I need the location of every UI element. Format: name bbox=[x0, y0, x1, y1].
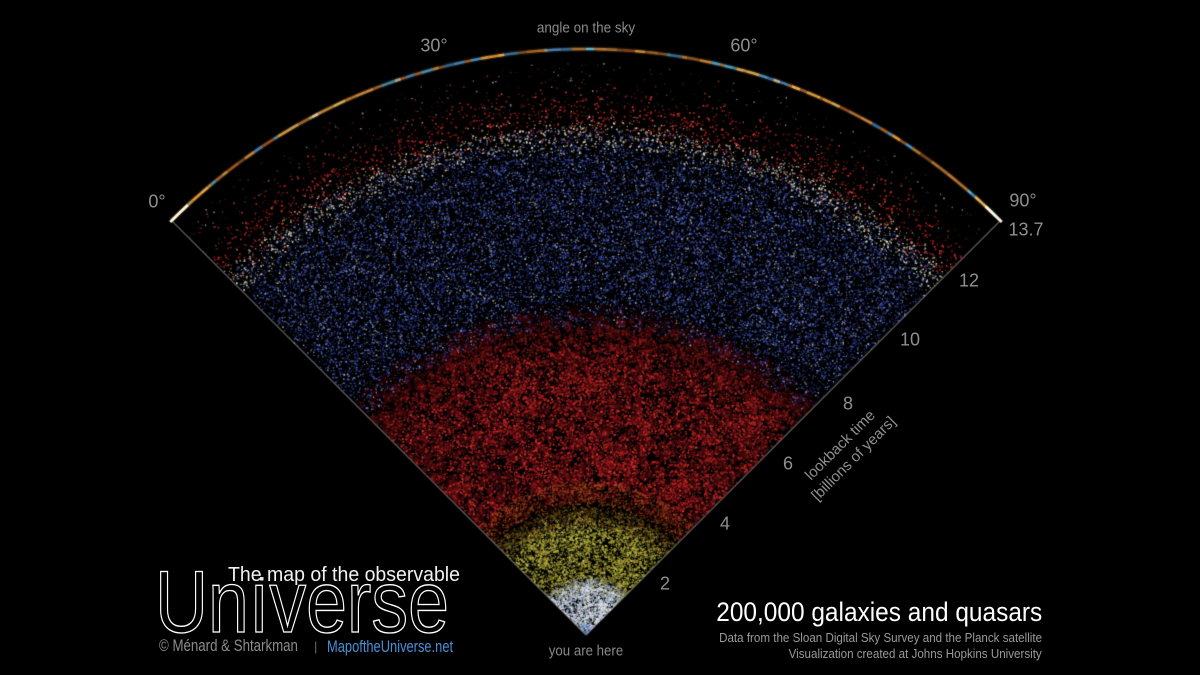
svg-text:Unıverse: Unıverse bbox=[155, 552, 449, 645]
